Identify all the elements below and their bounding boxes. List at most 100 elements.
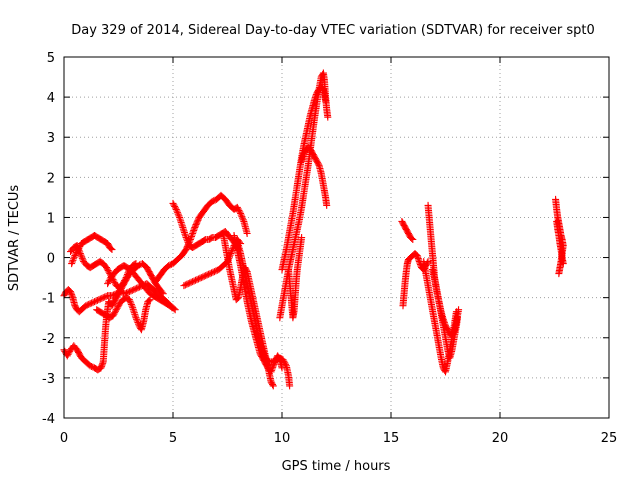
data-point: [98, 294, 106, 302]
data-point: [186, 279, 194, 287]
y-tick-label: 5: [47, 51, 55, 66]
y-tick-label: 1: [47, 211, 55, 226]
data-point: [202, 272, 210, 280]
data-point: [124, 288, 132, 296]
data-point: [199, 273, 207, 281]
data-point: [210, 197, 218, 205]
data-point: [112, 306, 120, 314]
x-tick-label: 0: [60, 431, 68, 446]
data-point: [125, 296, 133, 304]
data-point: [127, 287, 135, 295]
data-point: [182, 234, 190, 241]
data-point: [170, 305, 178, 313]
y-tick-label: -1: [42, 292, 55, 307]
data-point: [73, 249, 81, 257]
data-point: [93, 296, 101, 304]
data-point: [243, 229, 251, 237]
plot-frame: [63, 56, 610, 419]
data-point: [72, 250, 80, 258]
data-point: [103, 264, 111, 272]
data-point: [236, 208, 244, 216]
data-point: [239, 216, 247, 224]
data-point: [409, 236, 417, 244]
x-axis-label: GPS time / hours: [282, 459, 391, 474]
data-point: [559, 260, 567, 268]
data-point: [131, 285, 139, 293]
data-point: [65, 349, 73, 357]
data-point: [170, 201, 178, 209]
data-point: [408, 235, 416, 243]
data-point: [130, 286, 138, 294]
data-point: [171, 202, 179, 210]
data-point: [134, 284, 142, 292]
data-point: [183, 237, 191, 245]
data-point: [95, 296, 103, 304]
data-point: [88, 299, 96, 307]
data-point: [78, 253, 86, 261]
data-point: [128, 302, 136, 310]
data-point: [158, 288, 166, 296]
data-point: [233, 203, 241, 211]
data-point: [190, 277, 198, 285]
data-point: [145, 297, 153, 305]
data-point: [169, 199, 177, 207]
chart-title: Day 329 of 2014, Sidereal Day-to-day VTE…: [71, 23, 595, 38]
data-point: [128, 286, 136, 294]
data-point: [197, 274, 205, 282]
data-point: [184, 280, 192, 288]
data-point: [449, 329, 457, 337]
data-point: [85, 300, 93, 308]
data-point: [107, 245, 115, 253]
data-point: [159, 290, 167, 298]
data-point: [64, 350, 72, 358]
data-point: [70, 255, 78, 263]
data-point: [102, 292, 110, 300]
data-point: [110, 310, 118, 318]
y-tick-label: -4: [42, 412, 55, 427]
data-point: [269, 381, 277, 389]
data-point: [70, 253, 78, 261]
data-point: [227, 250, 235, 258]
data-point: [234, 205, 242, 213]
data-point: [108, 292, 116, 300]
data-point: [175, 212, 183, 220]
data-point: [279, 356, 287, 364]
data-point: [166, 261, 174, 269]
x-tick-label: 20: [492, 431, 509, 446]
data-point: [111, 309, 119, 317]
data-point: [146, 296, 154, 304]
y-tick-label: -3: [42, 372, 55, 387]
data-point: [237, 211, 245, 219]
data-point: [77, 251, 85, 259]
y-tick-label: -2: [42, 332, 55, 347]
data-point: [86, 362, 94, 370]
data-point: [112, 307, 120, 315]
data-point: [114, 303, 122, 311]
x-tick-label: 5: [169, 431, 177, 446]
data-point: [126, 297, 134, 305]
y-tick-label: 0: [47, 252, 55, 267]
data-point: [68, 258, 76, 266]
data-point: [104, 280, 112, 288]
data-point: [237, 209, 245, 217]
data-point: [71, 252, 79, 260]
data-point: [127, 300, 135, 308]
data-point: [193, 276, 201, 284]
data-point: [92, 297, 100, 305]
data-point: [192, 276, 200, 284]
data-point: [286, 382, 294, 390]
data-point: [125, 288, 133, 296]
data-point: [134, 319, 142, 327]
data-point: [134, 262, 142, 270]
data-point: [235, 206, 243, 214]
data-point: [189, 278, 197, 286]
data-point: [208, 197, 216, 205]
data-point: [135, 320, 143, 328]
y-tick-label: 2: [47, 171, 55, 186]
data-point: [109, 312, 117, 320]
data-point: [194, 275, 202, 283]
data-point: [74, 246, 82, 254]
data-point: [314, 160, 322, 168]
data-point: [239, 214, 247, 222]
